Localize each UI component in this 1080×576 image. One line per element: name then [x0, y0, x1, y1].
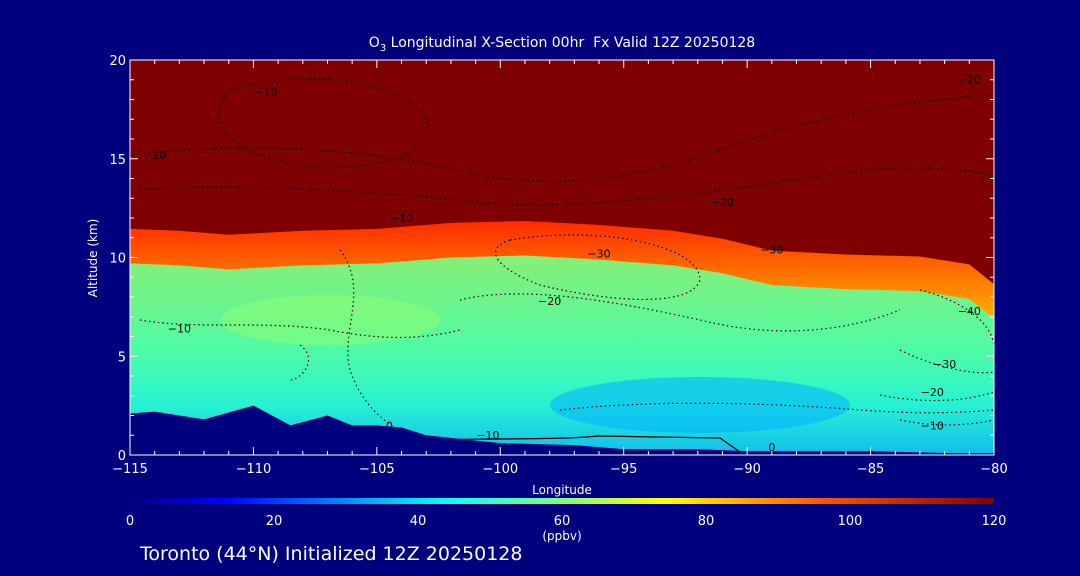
x-tick-label: −90 — [733, 462, 760, 477]
colorbar-unit-label: (ppbv) — [542, 529, 581, 543]
contour-line — [289, 344, 309, 381]
contour-line — [130, 94, 994, 182]
colorbar — [130, 498, 994, 504]
contour-line — [139, 319, 461, 339]
x-tick-label: −105 — [359, 462, 395, 477]
colorbar-tick-label: 20 — [266, 514, 283, 529]
y-tick-label: 15 — [109, 153, 126, 168]
x-axis: −115 −110 −105 −100 −95 −90 −85 −80 — [112, 60, 1008, 477]
title-rest: Longitudinal X-Section 00hr Fx Valid 12Z… — [386, 35, 756, 51]
chart-title: O3 Longitudinal X-Section 00hr Fx Valid … — [130, 35, 994, 54]
contour-line — [899, 419, 994, 426]
contour-line — [559, 402, 994, 414]
x-tick-label: −100 — [482, 462, 518, 477]
contour-line — [919, 289, 994, 346]
contour-label: −30 — [933, 358, 956, 371]
contour-line — [339, 249, 401, 431]
high-ozone-patch — [220, 295, 440, 345]
colorbar-tick-label: 0 — [126, 514, 134, 529]
contour-label: −20 — [538, 295, 561, 308]
colorbar-tick-label: 40 — [410, 514, 427, 529]
y-tick-label: 5 — [118, 350, 126, 365]
x-tick-label: −80 — [980, 462, 1007, 477]
contour-labels: −10 −10 −20 −10 −20 −30 −30 −20 −10 −40 −30 −20 −10 −… — [143, 74, 981, 454]
contour-lines — [130, 77, 994, 431]
contour-label: −10 — [143, 149, 166, 162]
contour-label: −20 — [711, 196, 734, 209]
y-tick-label: 10 — [109, 252, 126, 267]
contour-line — [495, 234, 701, 300]
contour-label: −30 — [760, 244, 783, 257]
contour-label: −20 — [958, 74, 981, 87]
terrain-mask — [130, 405, 994, 455]
footer-caption: Toronto (44°N) Initialized 12Z 20250128 — [140, 543, 523, 565]
title-subscript: 3 — [379, 42, 387, 54]
colorbar-ticks: 0 20 40 60 80 100 120 — [126, 514, 1007, 529]
contour-label: −30 — [587, 248, 610, 261]
title-prefix: O — [368, 35, 380, 51]
contour-label: −10 — [476, 429, 499, 442]
colorbar-tick-label: 120 — [982, 514, 1007, 529]
colorbar-tick-label: 60 — [554, 514, 571, 529]
y-axis: 0 5 10 15 20 — [109, 54, 994, 464]
x-tick-label: −95 — [610, 462, 637, 477]
contour-label: −10 — [254, 86, 277, 99]
contour-label: −10 — [390, 212, 413, 225]
y-axis-label: Altitude (km) — [86, 219, 100, 298]
contour-label: 0 — [386, 419, 393, 432]
y-tick-label: 0 — [118, 449, 126, 464]
colorbar-tick-label: 100 — [838, 514, 863, 529]
contour-label: −10 — [168, 323, 191, 336]
y-tick-label: 20 — [109, 54, 126, 69]
x-tick-label: −110 — [236, 462, 272, 477]
contour-line — [217, 77, 428, 168]
low-ozone-patch — [550, 377, 850, 433]
x-tick-label: −85 — [857, 462, 884, 477]
x-tick-label: −115 — [112, 462, 148, 477]
contour-label: −40 — [958, 305, 981, 318]
contour-label: −20 — [921, 386, 944, 399]
colorbar-tick-label: 80 — [698, 514, 715, 529]
x-axis-label: Longitude — [532, 483, 592, 497]
contour-label: −10 — [921, 419, 944, 432]
contour-label: 0 — [768, 441, 775, 454]
